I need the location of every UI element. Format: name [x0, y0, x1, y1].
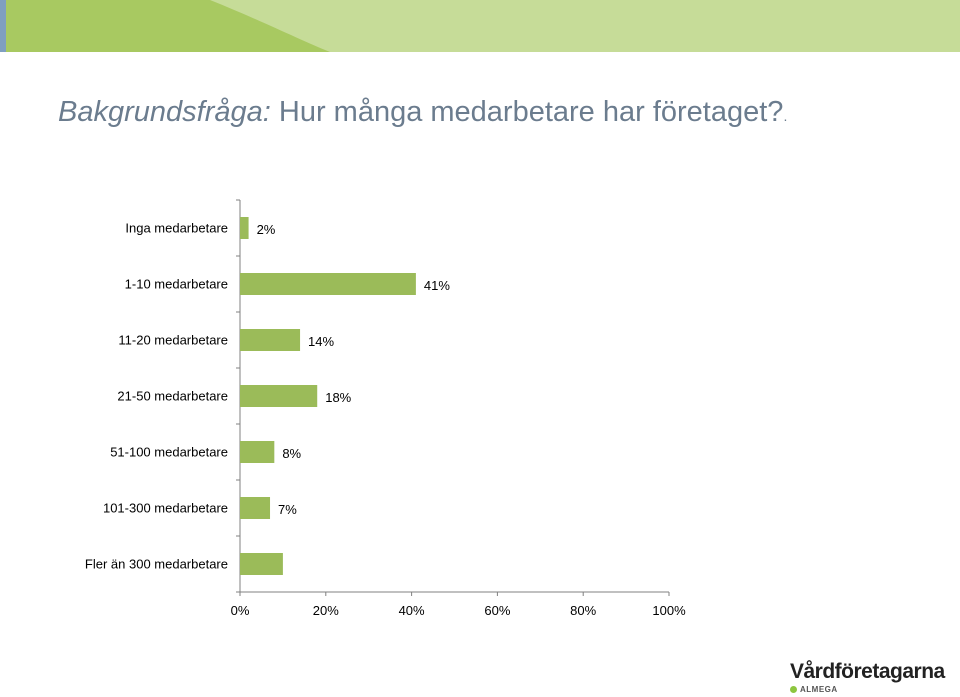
category-label: 1-10 medarbetare [125, 277, 228, 292]
category-label: Inga medarbetare [125, 221, 228, 236]
bar [240, 217, 249, 239]
data-label: 7% [278, 502, 297, 517]
bar [240, 553, 283, 575]
logo-sub: ALMEGA [790, 685, 838, 694]
bar [240, 273, 416, 295]
header-band [0, 0, 960, 52]
logo-dot-icon [790, 686, 797, 693]
x-tick-label: 100% [652, 603, 686, 618]
x-tick-label: 20% [313, 603, 339, 618]
category-label: Fler än 300 medarbetare [85, 557, 228, 572]
logo-sub-text: ALMEGA [800, 685, 838, 694]
x-tick-label: 0% [231, 603, 250, 618]
data-label: 2% [257, 222, 276, 237]
title-rest: Hur många medarbetare har företaget? [270, 96, 784, 128]
title-tail: . [783, 108, 788, 124]
data-label: 41% [424, 278, 450, 293]
bar [240, 329, 301, 351]
bar [240, 385, 318, 407]
category-label: 51-100 medarbetare [110, 445, 228, 460]
bar [240, 441, 275, 463]
data-label: 8% [282, 446, 301, 461]
x-tick-label: 60% [484, 603, 510, 618]
title-prefix: Bakgrundsfråga: [58, 96, 271, 128]
x-tick-label: 80% [570, 603, 596, 618]
bar-chart: 0% 20% 40% 60% 80% 100% Inga medarbetare 2% 1-10… [85, 199, 686, 618]
x-tick-label: 40% [399, 603, 425, 618]
data-label: 14% [308, 334, 334, 349]
vardforetagarna-logo: Vårdföretagarna ALMEGA [790, 660, 950, 697]
slide-title: Bakgrundsfråga: Hur många medarbetare ha… [58, 92, 918, 136]
logo-name: Vårdföretagarna [790, 660, 945, 683]
category-label: 21-50 medarbetare [117, 389, 228, 404]
data-label: 18% [325, 390, 351, 405]
category-label: 101-300 medarbetare [103, 501, 228, 516]
category-label: 11-20 medarbetare [118, 333, 228, 348]
bar [240, 497, 271, 519]
